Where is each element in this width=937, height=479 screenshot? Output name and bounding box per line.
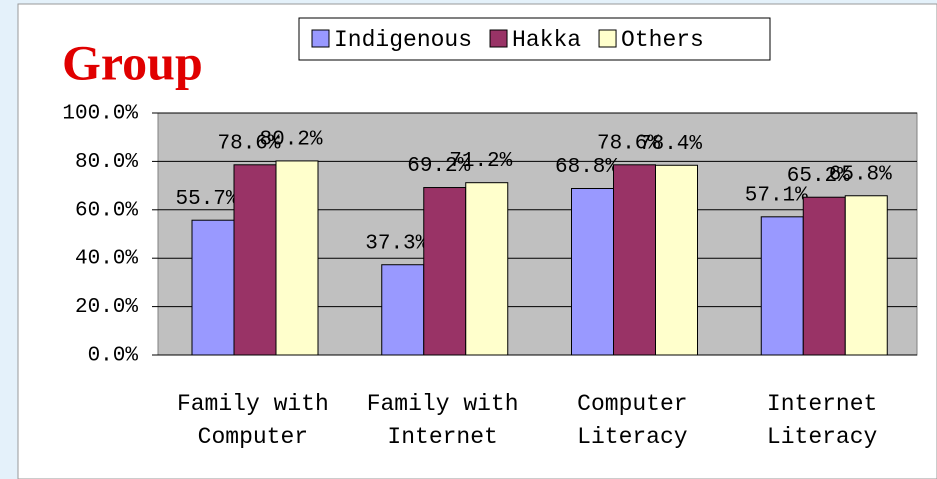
bar <box>760 216 804 356</box>
bar <box>613 164 656 356</box>
data-label: 69.2% <box>407 155 470 178</box>
legend-label: Hakka <box>512 27 581 53</box>
bar <box>423 187 467 356</box>
bar <box>802 196 846 356</box>
data-label: 55.7% <box>175 188 238 211</box>
x-tick-label: Family with Internet <box>366 391 519 450</box>
bar <box>571 188 614 356</box>
data-label: 57.1% <box>745 184 808 207</box>
x-tick-label: Family with Computer <box>176 391 329 450</box>
y-tick-label: 20.0% <box>75 296 138 319</box>
data-label: 68.8% <box>555 156 618 179</box>
y-tick-label: 100.0% <box>62 103 138 126</box>
data-label: 65.2% <box>787 165 850 188</box>
bar <box>233 164 277 356</box>
data-label: 37.3% <box>365 232 428 255</box>
legend-swatch <box>489 29 508 48</box>
y-tick-label: 80.0% <box>75 151 138 174</box>
data-label: 71.2% <box>449 150 512 173</box>
legend-swatch <box>311 29 330 48</box>
bar <box>381 264 425 356</box>
chart-title: Group <box>62 34 203 90</box>
data-label: 65.8% <box>829 163 892 186</box>
legend-label: Others <box>621 27 704 53</box>
bar <box>844 195 888 356</box>
x-tick-label: Computer Literacy <box>577 391 688 450</box>
bar <box>655 164 698 356</box>
bar <box>275 160 319 356</box>
y-tick-label: 60.0% <box>75 199 138 222</box>
legend-label: Indigenous <box>334 27 472 53</box>
x-tick-label: Internet Literacy <box>766 391 878 450</box>
data-label: 80.2% <box>259 128 322 151</box>
bar <box>191 219 235 356</box>
legend-box <box>298 17 771 61</box>
y-tick-label: 40.0% <box>75 248 138 271</box>
data-label: 78.4% <box>639 133 702 156</box>
y-tick-label: 0.0% <box>88 345 139 368</box>
bar <box>465 182 509 356</box>
legend-swatch <box>598 29 617 48</box>
data-label: 78.6% <box>597 132 660 155</box>
data-label: 78.6% <box>217 132 280 155</box>
